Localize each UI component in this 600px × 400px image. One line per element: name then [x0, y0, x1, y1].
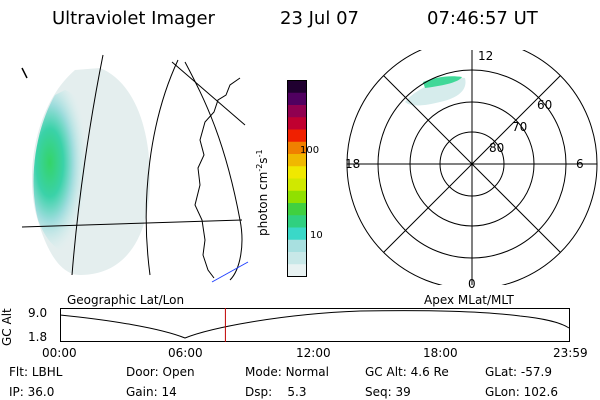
- colorbar-stripe: [287, 129, 307, 142]
- geo-panel-label: Geographic Lat/Lon: [67, 293, 185, 307]
- x-tick-0600: 06:00: [168, 346, 203, 360]
- geographic-image: [21, 54, 249, 283]
- gc-alt-status: GC Alt: 4.6 Re: [365, 365, 449, 379]
- altitude-plot: [60, 308, 570, 342]
- mlat-label-60: 60: [537, 98, 553, 112]
- altitude-curve: [60, 310, 570, 339]
- colorbar-stripe: [287, 263, 307, 277]
- grid-line: [71, 54, 104, 276]
- colorbar-stripe: [287, 251, 307, 265]
- door-status: Door: Open: [126, 365, 195, 379]
- orbit-marker: [21, 67, 28, 79]
- glon-status: GLon: 102.6: [485, 385, 558, 399]
- orbit-marker: [211, 261, 249, 283]
- bright-emission: [33, 90, 99, 252]
- grid-line: [145, 59, 179, 276]
- mode-status: Mode: Normal: [245, 365, 329, 379]
- mlt-label-6: 6: [576, 157, 584, 171]
- grid-line: [21, 219, 243, 228]
- altitude-axis-label: GC Alt: [0, 308, 14, 346]
- colorbar-stripe: [287, 104, 307, 118]
- x-tick-1800: 18:00: [423, 346, 458, 360]
- mlt-label-12: 12: [478, 49, 494, 63]
- colorbar-stripe: [287, 165, 307, 179]
- polar-panel-label: Apex MLat/MLT: [424, 293, 514, 307]
- seq-status: Seq: 39: [365, 385, 411, 399]
- coastline: [194, 77, 241, 279]
- colorbar-unit-label: photon cm-2s-1: [255, 149, 270, 236]
- instrument-title: Ultraviolet Imager: [52, 8, 215, 29]
- gain-status: Gain: 14: [126, 385, 177, 399]
- glat-status: GLat: -57.9: [485, 365, 552, 379]
- mlat-label-80: 80: [489, 141, 505, 155]
- colorbar-stripe: [287, 202, 307, 216]
- ip-status: IP: 36.0: [9, 385, 55, 399]
- colorbar-stripe: [287, 214, 307, 228]
- x-tick-2359: 23:59: [553, 346, 588, 360]
- colorbar-stripe: [287, 80, 307, 93]
- dsp-status: Dsp: 5.3: [245, 385, 307, 399]
- grid-line: [184, 61, 243, 281]
- altitude-tick-high: 9.0: [28, 306, 48, 320]
- colorbar-stripe: [287, 92, 307, 105]
- colorbar-stripe: [287, 239, 307, 252]
- colorbar-stripe: [287, 227, 307, 240]
- colorbar-tick-10: 10: [310, 230, 323, 241]
- colorbar-stripe: [287, 116, 307, 130]
- time-label: 07:46:57 UT: [427, 8, 538, 29]
- polar-plot: [346, 50, 598, 285]
- mlat-label-70: 70: [512, 120, 528, 134]
- colorbar-stripe: [287, 153, 307, 167]
- x-tick-0000: 00:00: [42, 346, 77, 360]
- colorbar-stripe: [287, 141, 307, 154]
- mlt-label-18: 18: [345, 157, 361, 171]
- colorbar-stripe: [287, 178, 307, 191]
- polar-emission-bright: [423, 76, 462, 88]
- mlt-label-0: 0: [468, 277, 476, 291]
- date-label: 23 Jul 07: [280, 8, 359, 29]
- polar-emission: [405, 77, 466, 106]
- filter-status: Flt: LBHL: [9, 365, 63, 379]
- altitude-tick-low: 1.8: [28, 330, 48, 344]
- x-tick-1200: 12:00: [296, 346, 331, 360]
- colorbar: [287, 80, 307, 277]
- colorbar-tick-100: 100: [300, 145, 320, 156]
- colorbar-stripe: [287, 190, 307, 203]
- grid-line: [171, 61, 246, 126]
